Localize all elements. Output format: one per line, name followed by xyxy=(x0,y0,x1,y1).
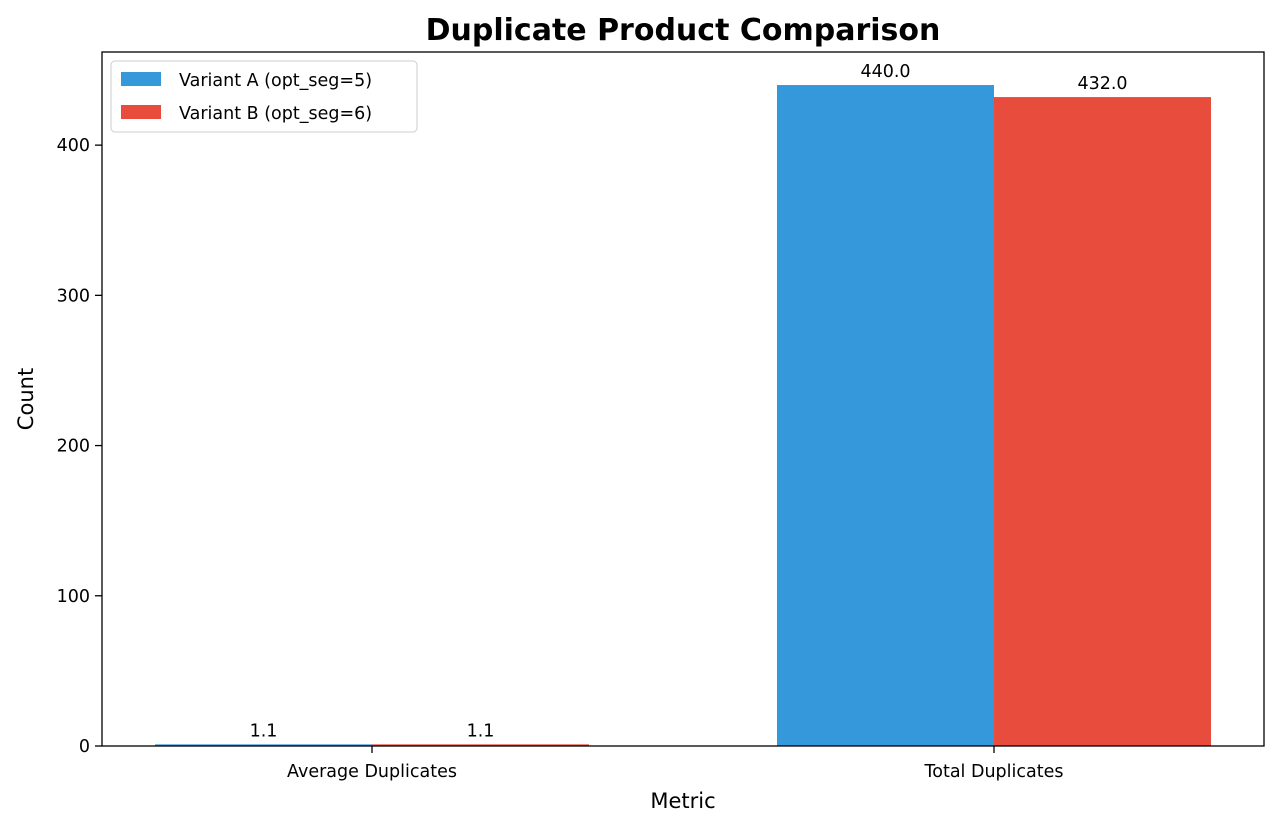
legend-swatch-variant-b xyxy=(121,105,161,119)
y-axis: 0 100 200 300 400 xyxy=(57,136,102,757)
plot-area: 1.1 1.1 440.0 432.0 xyxy=(101,51,1265,747)
bar-average-duplicates-series-2 xyxy=(372,744,589,746)
data-label-total-duplicates-series-1: 440.0 xyxy=(860,62,910,82)
y-tick-label-400: 400 xyxy=(57,136,90,156)
y-tick-label-100: 100 xyxy=(57,587,90,607)
y-tick-label-200: 200 xyxy=(57,437,90,457)
data-labels-group: 1.1 1.1 440.0 432.0 xyxy=(250,62,1128,741)
legend: Variant A (opt_seg=5) Variant B (opt_seg… xyxy=(110,60,418,133)
x-tick-label-average-duplicates: Average Duplicates xyxy=(287,762,457,782)
data-label-average-duplicates-series-1: 1.1 xyxy=(250,721,278,741)
y-tick-label-300: 300 xyxy=(57,286,90,306)
x-axis: Average Duplicates Total Duplicates xyxy=(287,746,1063,782)
x-axis-label: Metric xyxy=(650,789,715,813)
y-axis-label: Count xyxy=(14,368,38,430)
data-label-total-duplicates-series-2: 432.0 xyxy=(1077,74,1127,94)
legend-label-variant-a: Variant A (opt_seg=5) xyxy=(179,71,372,91)
bar-total-duplicates-series-1 xyxy=(777,85,994,747)
bar-total-duplicates-series-2 xyxy=(994,97,1211,746)
legend-swatch-variant-a xyxy=(121,72,161,86)
plot-frame xyxy=(101,51,1265,747)
bar-average-duplicates-series-1 xyxy=(155,744,372,746)
legend-frame xyxy=(110,60,418,133)
chart-title: Duplicate Product Comparison xyxy=(426,13,941,48)
x-tick-label-total-duplicates: Total Duplicates xyxy=(924,762,1064,782)
y-tick-label-0: 0 xyxy=(79,737,90,757)
data-label-average-duplicates-series-2: 1.1 xyxy=(467,721,495,741)
legend-label-variant-b: Variant B (opt_seg=6) xyxy=(179,104,372,124)
bars-group xyxy=(155,85,1211,747)
